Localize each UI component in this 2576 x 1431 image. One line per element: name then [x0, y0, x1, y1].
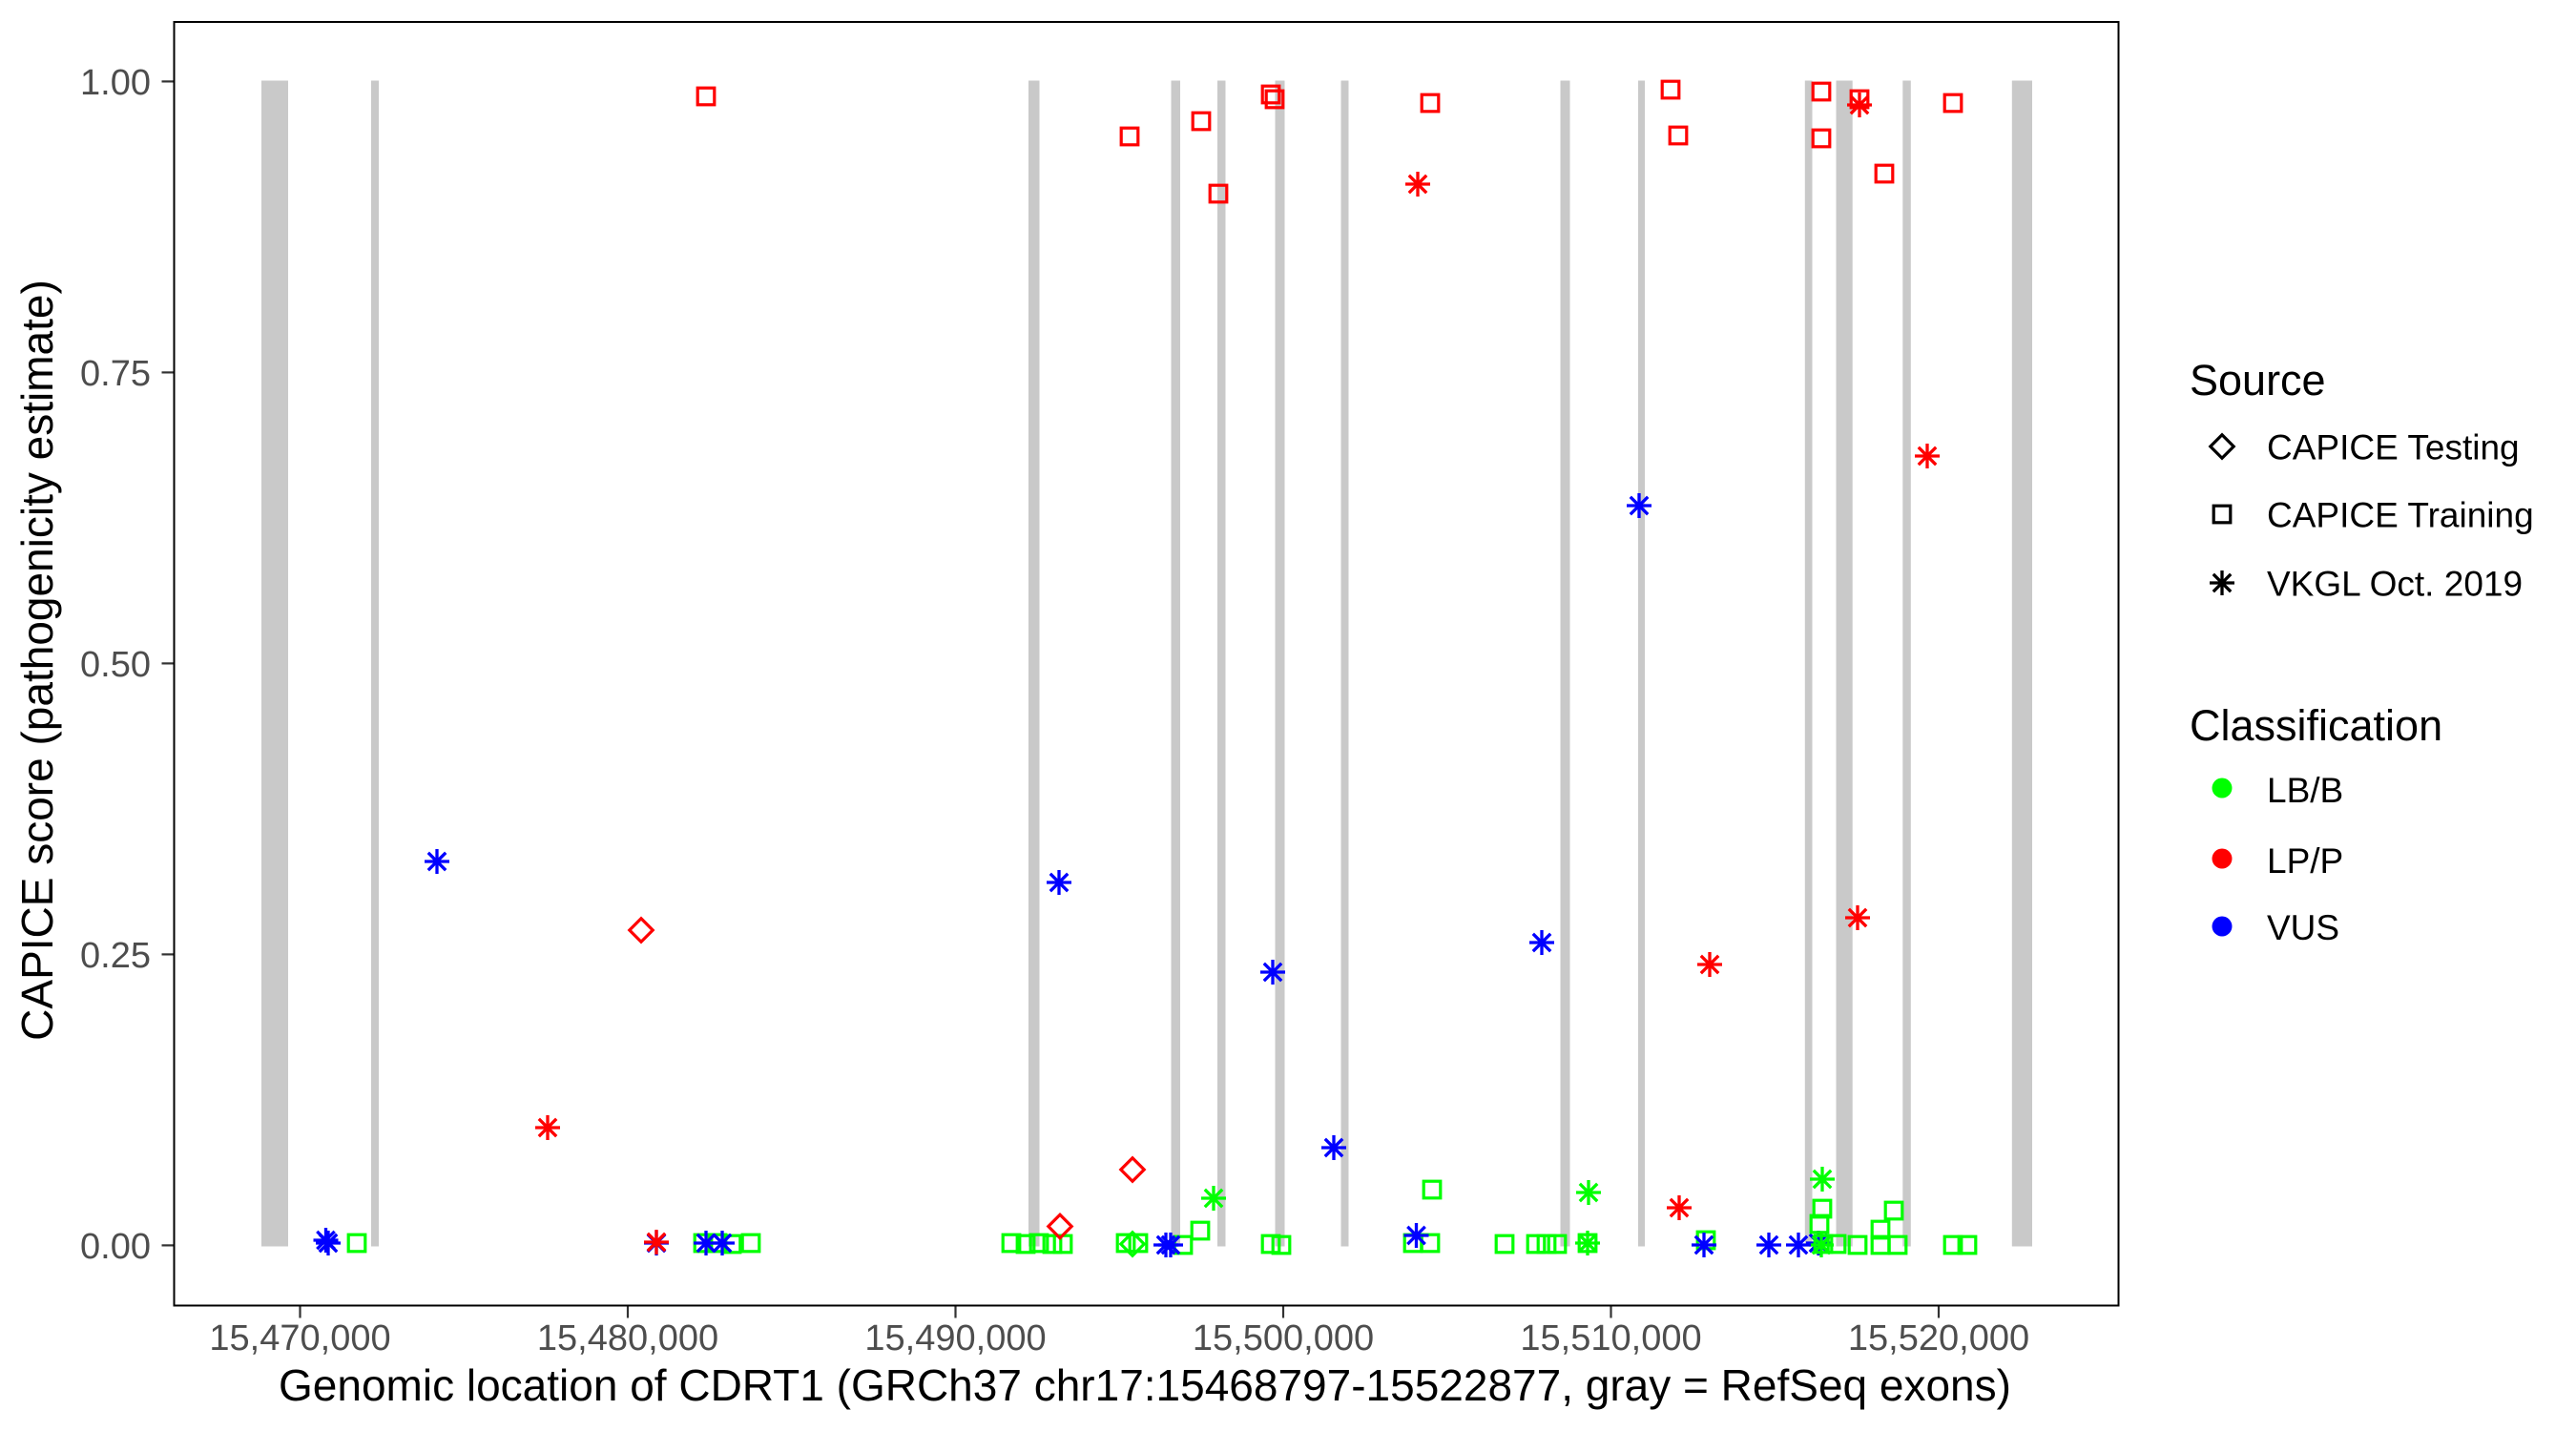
svg-text:0.75: 0.75	[80, 354, 151, 394]
svg-text:15,520,000: 15,520,000	[1848, 1318, 2029, 1358]
svg-text:LB/B: LB/B	[2267, 771, 2343, 810]
svg-text:CAPICE Training: CAPICE Training	[2267, 496, 2534, 535]
svg-text:CAPICE score (pathogenicity es: CAPICE score (pathogenicity estimate)	[12, 280, 62, 1041]
svg-text:0.00: 0.00	[80, 1227, 151, 1267]
svg-text:15,470,000: 15,470,000	[209, 1318, 390, 1358]
svg-text:0.50: 0.50	[80, 645, 151, 685]
svg-text:1.00: 1.00	[80, 63, 151, 103]
svg-text:15,500,000: 15,500,000	[1193, 1318, 1374, 1358]
svg-text:Source: Source	[2190, 356, 2326, 404]
svg-text:CAPICE Testing: CAPICE Testing	[2267, 428, 2520, 467]
svg-text:15,480,000: 15,480,000	[537, 1318, 718, 1358]
svg-text:VUS: VUS	[2267, 908, 2339, 947]
svg-text:15,490,000: 15,490,000	[864, 1318, 1046, 1358]
svg-text:VKGL Oct. 2019: VKGL Oct. 2019	[2267, 565, 2523, 604]
svg-text:0.25: 0.25	[80, 936, 151, 976]
svg-text:Genomic location of CDRT1 (GRC: Genomic location of CDRT1 (GRCh37 chr17:…	[279, 1360, 2011, 1410]
svg-text:LP/P: LP/P	[2267, 841, 2343, 881]
svg-text:15,510,000: 15,510,000	[1520, 1318, 1701, 1358]
svg-text:Classification: Classification	[2190, 701, 2442, 750]
